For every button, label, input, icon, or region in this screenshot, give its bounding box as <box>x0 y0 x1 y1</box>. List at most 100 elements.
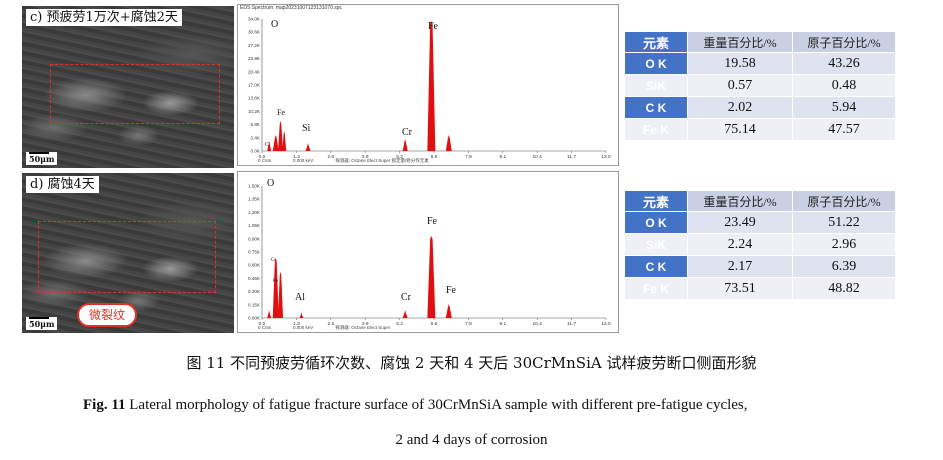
element-label: O <box>267 178 274 189</box>
y-tick-label: 27.2K <box>248 43 261 48</box>
y-tick-label: 0.0K <box>251 149 261 154</box>
y-tick-label: 30.6K <box>248 30 261 35</box>
table-row: O K 23.49 51.22 <box>624 211 896 234</box>
x-tick-label: 13.0 <box>601 321 611 327</box>
caption-english-line2: 2 and 4 days of corrosion <box>395 432 548 448</box>
spectrum-footer-d: 0 Cnts 0.000 keV 探测器: Octane Elect Super <box>258 325 391 330</box>
y-tick-label: 13.6K <box>248 96 261 101</box>
eds-spectrum-d: 1.50K 1.35K 1.20K 1.05K 0.90K 0.75K 0.60K 0.45K… <box>237 171 619 333</box>
figure-number: Fig. 11 <box>83 397 126 413</box>
sem-image-c: c) 预疲劳1万次+腐蚀2天 50μm <box>22 6 234 168</box>
spectrum-plot-d: 1.50K 1.35K 1.20K 1.05K 0.90K 0.75K 0.60K 0.45K… <box>248 178 611 327</box>
x-tick-label: 1.3 <box>293 321 300 327</box>
spectrum-peak <box>267 310 272 318</box>
spectrum-peak <box>267 141 272 151</box>
caption-text: Lateral morphology of fatigue fracture s… <box>125 397 748 413</box>
eds-spectrum-c: EDS Spectrum: map20231007123131070.spc 3… <box>237 4 619 166</box>
spectrum-footer-c: 0 Cnts 0.000 keV 探测器: Octane Elect Super 锁… <box>258 158 429 163</box>
spectrum-peak <box>282 131 287 151</box>
cell-element: C K <box>624 96 688 119</box>
cell-weight: 0.57 <box>687 74 793 97</box>
cell-weight: 75.14 <box>687 118 793 141</box>
microcrack-label: 微裂纹 <box>77 303 138 327</box>
spectrum-peak <box>272 258 279 318</box>
cell-element: Fe K <box>624 118 688 141</box>
cell-weight: 23.49 <box>687 211 793 234</box>
element-label: C <box>265 142 269 148</box>
table-row: SiK 0.57 0.48 <box>624 74 896 97</box>
cell-atomic: 48.82 <box>792 277 896 300</box>
element-label: Fe <box>273 279 279 284</box>
element-label: Fe <box>277 108 285 117</box>
caption-english-line1: Fig. 11 Lateral morphology of fatigue fr… <box>83 397 748 414</box>
cell-element: C K <box>624 255 688 278</box>
y-tick-label: 1.20K <box>248 210 261 215</box>
y-tick-label: 0.75K <box>248 250 261 255</box>
cell-atomic: 43.26 <box>792 52 896 75</box>
element-table-d: 元素 重量百分比/% 原子百分比/% O K 23.49 51.22 SiK 2.24… <box>624 190 896 300</box>
spectrum-peak <box>445 135 452 151</box>
x-tick-label: 5.2 <box>396 321 403 327</box>
element-label: Cr <box>402 127 413 138</box>
roi-box-c <box>50 64 220 124</box>
th-element: 元素 <box>624 31 688 53</box>
element-label: Cr <box>401 292 412 303</box>
x-tick-label: 0.0 <box>259 321 266 327</box>
y-tick-label: 23.8K <box>248 56 261 61</box>
y-tick-label: 0.00K <box>248 316 261 321</box>
y-tick-label: 0.30K <box>248 289 261 294</box>
x-tick-label: 9.1 <box>499 154 506 160</box>
x-tick-label: 1.3 <box>293 154 300 160</box>
table-row: C K 2.02 5.94 <box>624 96 896 119</box>
cell-atomic: 51.22 <box>792 211 896 234</box>
y-tick-label: 1.05K <box>248 223 261 228</box>
cell-weight: 2.17 <box>687 255 793 278</box>
element-label: Fe <box>428 21 439 32</box>
panel-c-label: c) 预疲劳1万次+腐蚀2天 <box>26 9 182 26</box>
y-tick-label: 6.8K <box>251 122 261 127</box>
cell-atomic: 6.39 <box>792 255 896 278</box>
spectrum-peak <box>402 310 408 318</box>
cell-atomic: 0.48 <box>792 74 896 97</box>
cell-element: SiK <box>624 74 688 97</box>
element-label: O <box>271 19 278 30</box>
spectrum-header: EDS Spectrum: map20231007123131070.spc <box>240 5 343 11</box>
panel-d-label: d) 腐蚀4天 <box>26 176 99 193</box>
x-tick-label: 10.4 <box>533 154 543 160</box>
cell-element: O K <box>624 211 688 234</box>
x-tick-label: 9.1 <box>499 321 506 327</box>
element-label: Al <box>295 292 305 303</box>
th-element: 元素 <box>624 190 688 212</box>
caption-chinese: 图 11 不同预疲劳循环次数、腐蚀 2 天和 4 天后 30CrMnSiA 试样… <box>186 354 757 372</box>
element-label: Fe <box>427 216 438 227</box>
x-tick-label: 13.0 <box>601 154 611 160</box>
spectrum-plot-c: 34.0K 30.6K 27.2K 23.8K 20.4K 17.0K 13.6K 10.2K… <box>248 17 611 161</box>
cell-weight: 2.02 <box>687 96 793 119</box>
spectrum-peak <box>402 139 408 151</box>
x-tick-label: 3.9 <box>362 321 369 327</box>
scale-bar-c: 50μm <box>26 152 58 165</box>
x-tick-label: 6.5 <box>431 154 438 160</box>
th-weight: 重量百分比/% <box>687 190 793 212</box>
y-tick-label: 1.35K <box>248 197 261 202</box>
spectrum-peak <box>272 135 279 151</box>
element-table-c: 元素 重量百分比/% 原子百分比/% O K 19.58 43.26 SiK 0.57… <box>624 31 896 141</box>
x-tick-label: 11.7 <box>567 321 576 327</box>
cell-weight: 19.58 <box>687 52 793 75</box>
x-tick-label: 2.6 <box>327 321 334 327</box>
y-tick-label: 0.60K <box>248 263 261 268</box>
y-tick-label: 0.45K <box>248 276 261 281</box>
element-label: Cr <box>271 258 276 263</box>
th-atomic: 原子百分比/% <box>792 31 896 53</box>
scale-bar-d: 50μm <box>26 317 58 330</box>
y-tick-label: 3.4K <box>251 135 261 140</box>
th-weight: 重量百分比/% <box>687 31 793 53</box>
cell-atomic: 47.57 <box>792 118 896 141</box>
y-tick-label: 0.90K <box>248 236 261 241</box>
cell-atomic: 2.96 <box>792 233 896 256</box>
spectrum-peak <box>305 143 311 151</box>
y-tick-label: 17.0K <box>248 83 261 88</box>
spectrum-peak <box>278 121 284 151</box>
spectrum-peak <box>278 272 284 318</box>
th-atomic: 原子百分比/% <box>792 190 896 212</box>
